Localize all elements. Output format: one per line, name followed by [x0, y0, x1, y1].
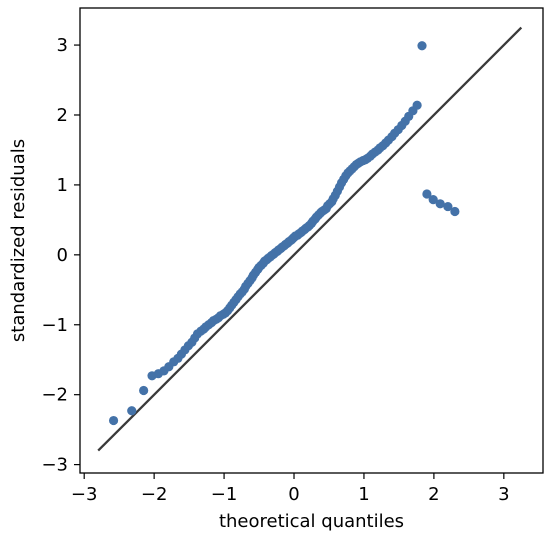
- y-tick-label: 1: [57, 175, 68, 196]
- x-tick-label: −1: [211, 484, 238, 505]
- y-tick-label: −3: [41, 455, 68, 476]
- data-point: [422, 189, 432, 199]
- x-tick-label: 3: [498, 484, 509, 505]
- data-point: [417, 41, 427, 51]
- y-tick-label: −2: [41, 385, 68, 406]
- y-tick-label: −1: [41, 315, 68, 336]
- x-tick-label: 2: [428, 484, 439, 505]
- axis-ticks: −3 −2 −1 0 1 2 3 −3 −2 −1 0 1 2 3: [41, 35, 509, 505]
- plot-frame: [79, 7, 544, 474]
- y-tick-label: 3: [57, 35, 68, 56]
- x-tick-label: 1: [358, 484, 369, 505]
- data-point: [108, 415, 119, 426]
- x-tick-label: −3: [71, 484, 98, 505]
- x-tick-label: −2: [141, 484, 168, 505]
- data-point: [443, 201, 453, 212]
- data-point: [435, 199, 445, 209]
- y-tick-label: 0: [57, 245, 68, 266]
- y-tick-label: 2: [57, 105, 68, 126]
- data-point: [412, 100, 422, 110]
- x-axis-label: theoretical quantiles: [219, 511, 404, 532]
- plot-marks: [97, 26, 523, 452]
- data-point: [428, 194, 438, 205]
- data-point: [450, 206, 460, 217]
- y-axis-label: standardized residuals: [8, 139, 29, 342]
- x-tick-label: 0: [288, 484, 299, 505]
- data-point: [139, 385, 149, 396]
- data-point: [127, 406, 137, 416]
- reference-line: [97, 26, 523, 452]
